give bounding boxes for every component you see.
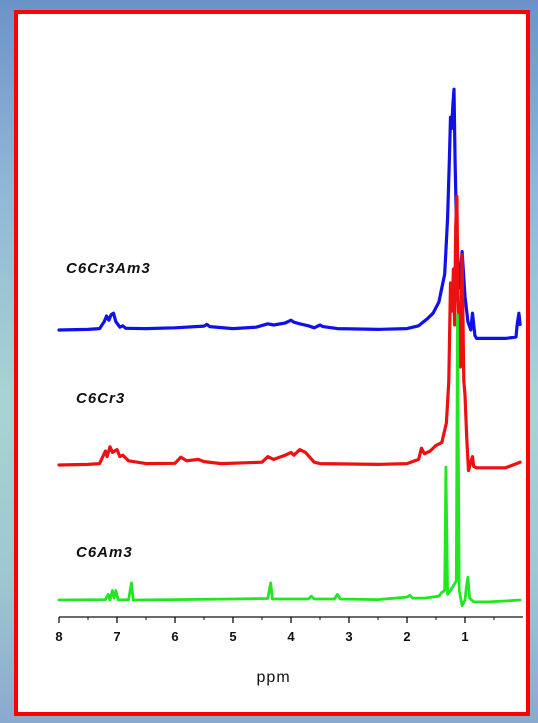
- series-label-c6cr3: C6Cr3: [76, 390, 125, 407]
- spectrum-traces: [57, 87, 522, 608]
- tick-label-3: 3: [345, 629, 352, 644]
- spectrum-trace-c6cr3am3: [57, 87, 522, 340]
- x-axis: 8 7 6 5 4 3 2 1 ppm: [55, 616, 523, 686]
- tick-label-6: 6: [171, 629, 178, 644]
- spectrum-trace-c6cr3: [57, 194, 522, 473]
- x-axis-ticks: 8 7 6 5 4 3 2 1: [55, 617, 495, 644]
- x-axis-title: ppm: [257, 669, 291, 686]
- tick-label-8: 8: [55, 629, 62, 644]
- series-label-c6am3: C6Am3: [76, 544, 133, 561]
- series-labels: C6Cr3Am3 C6Cr3 C6Am3: [66, 260, 151, 561]
- spectrum-trace-c6am3: [57, 313, 522, 608]
- tick-label-2: 2: [403, 629, 410, 644]
- series-label-c6cr3am3: C6Cr3Am3: [66, 260, 151, 277]
- tick-label-7: 7: [113, 629, 120, 644]
- tick-label-4: 4: [287, 629, 295, 644]
- chart-panel: C6Cr3Am3 C6Cr3 C6Am3 8 7 6 5 4 3 2 1 ppm: [14, 10, 530, 716]
- nmr-spectrum-chart: C6Cr3Am3 C6Cr3 C6Am3 8 7 6 5 4 3 2 1 ppm: [55, 87, 523, 686]
- tick-label-5: 5: [229, 629, 236, 644]
- tick-label-1: 1: [461, 629, 468, 644]
